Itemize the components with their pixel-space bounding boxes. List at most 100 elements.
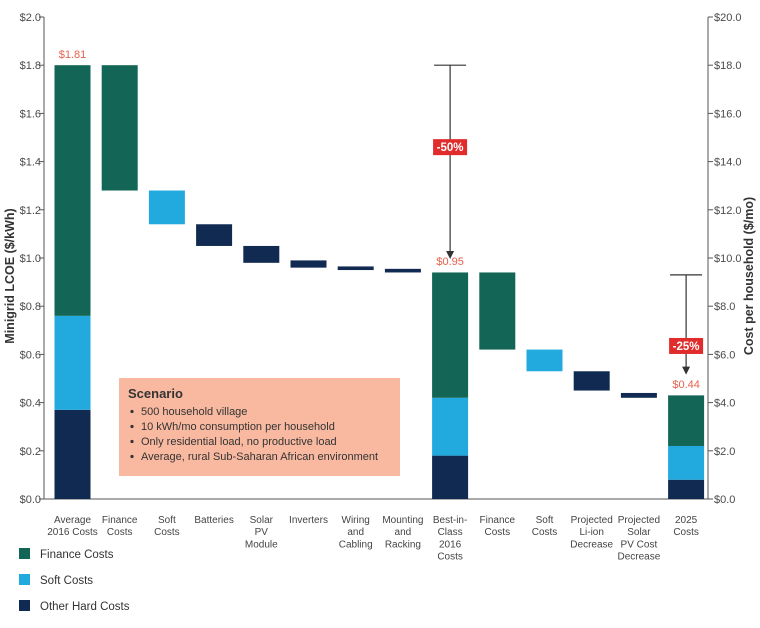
category-label-line: PV Cost (621, 539, 658, 550)
category-label: Soft Costs (532, 515, 558, 538)
right-tick-label: $18.0 (714, 60, 742, 72)
reduction-arrow-head (446, 251, 455, 259)
category-label-line: Cabling (339, 539, 373, 550)
category-label-line: Costs (154, 527, 180, 538)
bar-segment-hard (668, 479, 705, 499)
scenario-box: Scenario 500 household village 10 kWh/mo … (119, 378, 400, 476)
left-tick-label: $2.0 (20, 12, 41, 24)
reduction-badge (433, 139, 468, 156)
left-tick-label: $1.8 (20, 60, 41, 72)
left-tick-label: $0.0 (20, 494, 41, 506)
left-tick-label: $0.6 (20, 349, 41, 361)
value-label: $0.44 (672, 379, 700, 391)
waterfall-step-hard (573, 371, 610, 391)
scenario-bullet (130, 409, 134, 414)
category-label: Average 2016 Costs (47, 515, 98, 538)
right-tick-label: $2.0 (714, 446, 735, 458)
waterfall-step-hard (384, 268, 421, 273)
legend-swatch-finance (19, 548, 30, 559)
scenario-item: Average, rural Sub-Saharan African envir… (141, 451, 378, 463)
left-tick-label: $1.4 (20, 157, 41, 169)
reduction-badge (669, 337, 704, 354)
waterfall-step-hard (337, 266, 374, 271)
category-label-line: Costs (437, 552, 463, 563)
category-label: Projected Li-ion Decrease (570, 515, 613, 550)
scenario-bullet (130, 424, 134, 429)
category-label-line: Average (54, 515, 92, 526)
right-tick-label: $4.0 (714, 398, 735, 410)
value-label: $0.95 (436, 256, 464, 268)
category-label: Finance Costs (102, 515, 138, 538)
category-label: 2025 Costs (673, 515, 699, 538)
legend-label: Other Hard Costs (40, 601, 130, 613)
y2-axis-title: Cost per household ($/mo) (742, 197, 756, 355)
category-label: Soft Costs (154, 515, 180, 538)
category-label-line: Inverters (289, 515, 328, 526)
category-label-line: Costs (107, 527, 133, 538)
category-label-line: Projected (618, 515, 660, 526)
category-label: Projected Solar PV Cost Decrease (617, 515, 660, 563)
category-label-line: Costs (673, 527, 699, 538)
reduction-badge-label: -25% (673, 341, 700, 353)
annotations: $1.81 $0.95 $0.44 -50% -25% (59, 49, 704, 391)
category-label-line: Soft (158, 515, 176, 526)
waterfall-step-soft (148, 190, 185, 225)
category-label-line: PV (255, 527, 269, 538)
bar-segment-finance (668, 395, 705, 446)
category-label: Inverters (289, 515, 328, 526)
right-tick-label: $12.0 (714, 205, 742, 217)
bar-segment-hard (54, 409, 91, 499)
right-tick-label: $0.0 (714, 494, 735, 506)
bars (54, 65, 705, 499)
right-tick-label: $6.0 (714, 349, 735, 361)
scenario-title: Scenario (128, 386, 183, 401)
value-label: $1.81 (59, 49, 87, 61)
category-label-line: Decrease (617, 552, 660, 563)
left-tick-label: $0.2 (20, 446, 41, 458)
left-tick-label: $1.0 (20, 253, 41, 265)
right-tick-label: $14.0 (714, 157, 742, 169)
scenario-item: Only residential load, no productive loa… (141, 436, 337, 448)
category-label-line: Mounting (382, 515, 423, 526)
category-label-line: Wiring (342, 515, 370, 526)
left-tick-label: $1.2 (20, 205, 41, 217)
bar-segment-finance (54, 65, 91, 316)
left-tick-label: $0.4 (20, 398, 41, 410)
category-label-line: Module (245, 539, 278, 550)
category-label: Mounting and Racking (382, 515, 423, 550)
category-label-line: Solar (250, 515, 274, 526)
reduction-arrow-head (682, 366, 691, 375)
category-label-line: Soft (536, 515, 554, 526)
right-tick-label: $8.0 (714, 301, 735, 313)
waterfall-step-hard (196, 224, 233, 246)
waterfall-step-finance (101, 65, 138, 191)
bar-segment-soft (432, 397, 469, 456)
scenario-items: 500 household village 10 kWh/mo consumpti… (130, 406, 378, 463)
right-tick-label: $20.0 (714, 12, 742, 24)
category-label: Best-in-Class 2016 Costs (433, 515, 467, 563)
scenario-bullet (130, 454, 134, 459)
waterfall-step-hard (243, 245, 280, 263)
right-tick-label: $10.0 (714, 253, 742, 265)
category-label-line: Solar (627, 527, 651, 538)
category-label-line: Best-in- (433, 515, 467, 526)
category-label-line: Costs (485, 527, 511, 538)
bar-segment-hard (432, 455, 469, 499)
category-label-line: and (347, 527, 364, 538)
legend: Finance Costs Soft Costs Other Hard Costs (19, 548, 130, 613)
scenario-item: 10 kWh/mo consumption per household (141, 421, 335, 433)
category-label-line: Racking (385, 539, 421, 550)
axes: $0.0 $0.2 $0.4 $0.6 $0.8 $1.0 $1.2 $1.4 $1.6 $1.8… (3, 12, 756, 563)
right-tick-label: $16.0 (714, 108, 742, 120)
waterfall-step-hard (290, 260, 327, 268)
scenario-item: 500 household village (141, 406, 247, 418)
bar-segment-soft (668, 445, 705, 480)
left-tick-label: $0.8 (20, 301, 41, 313)
legend-label: Soft Costs (40, 575, 93, 587)
category-label-line: Costs (532, 527, 558, 538)
category-label-line: Projected (571, 515, 613, 526)
legend-swatch-soft (19, 574, 30, 585)
category-label-line: and (395, 527, 412, 538)
waterfall-step-finance (479, 272, 516, 350)
